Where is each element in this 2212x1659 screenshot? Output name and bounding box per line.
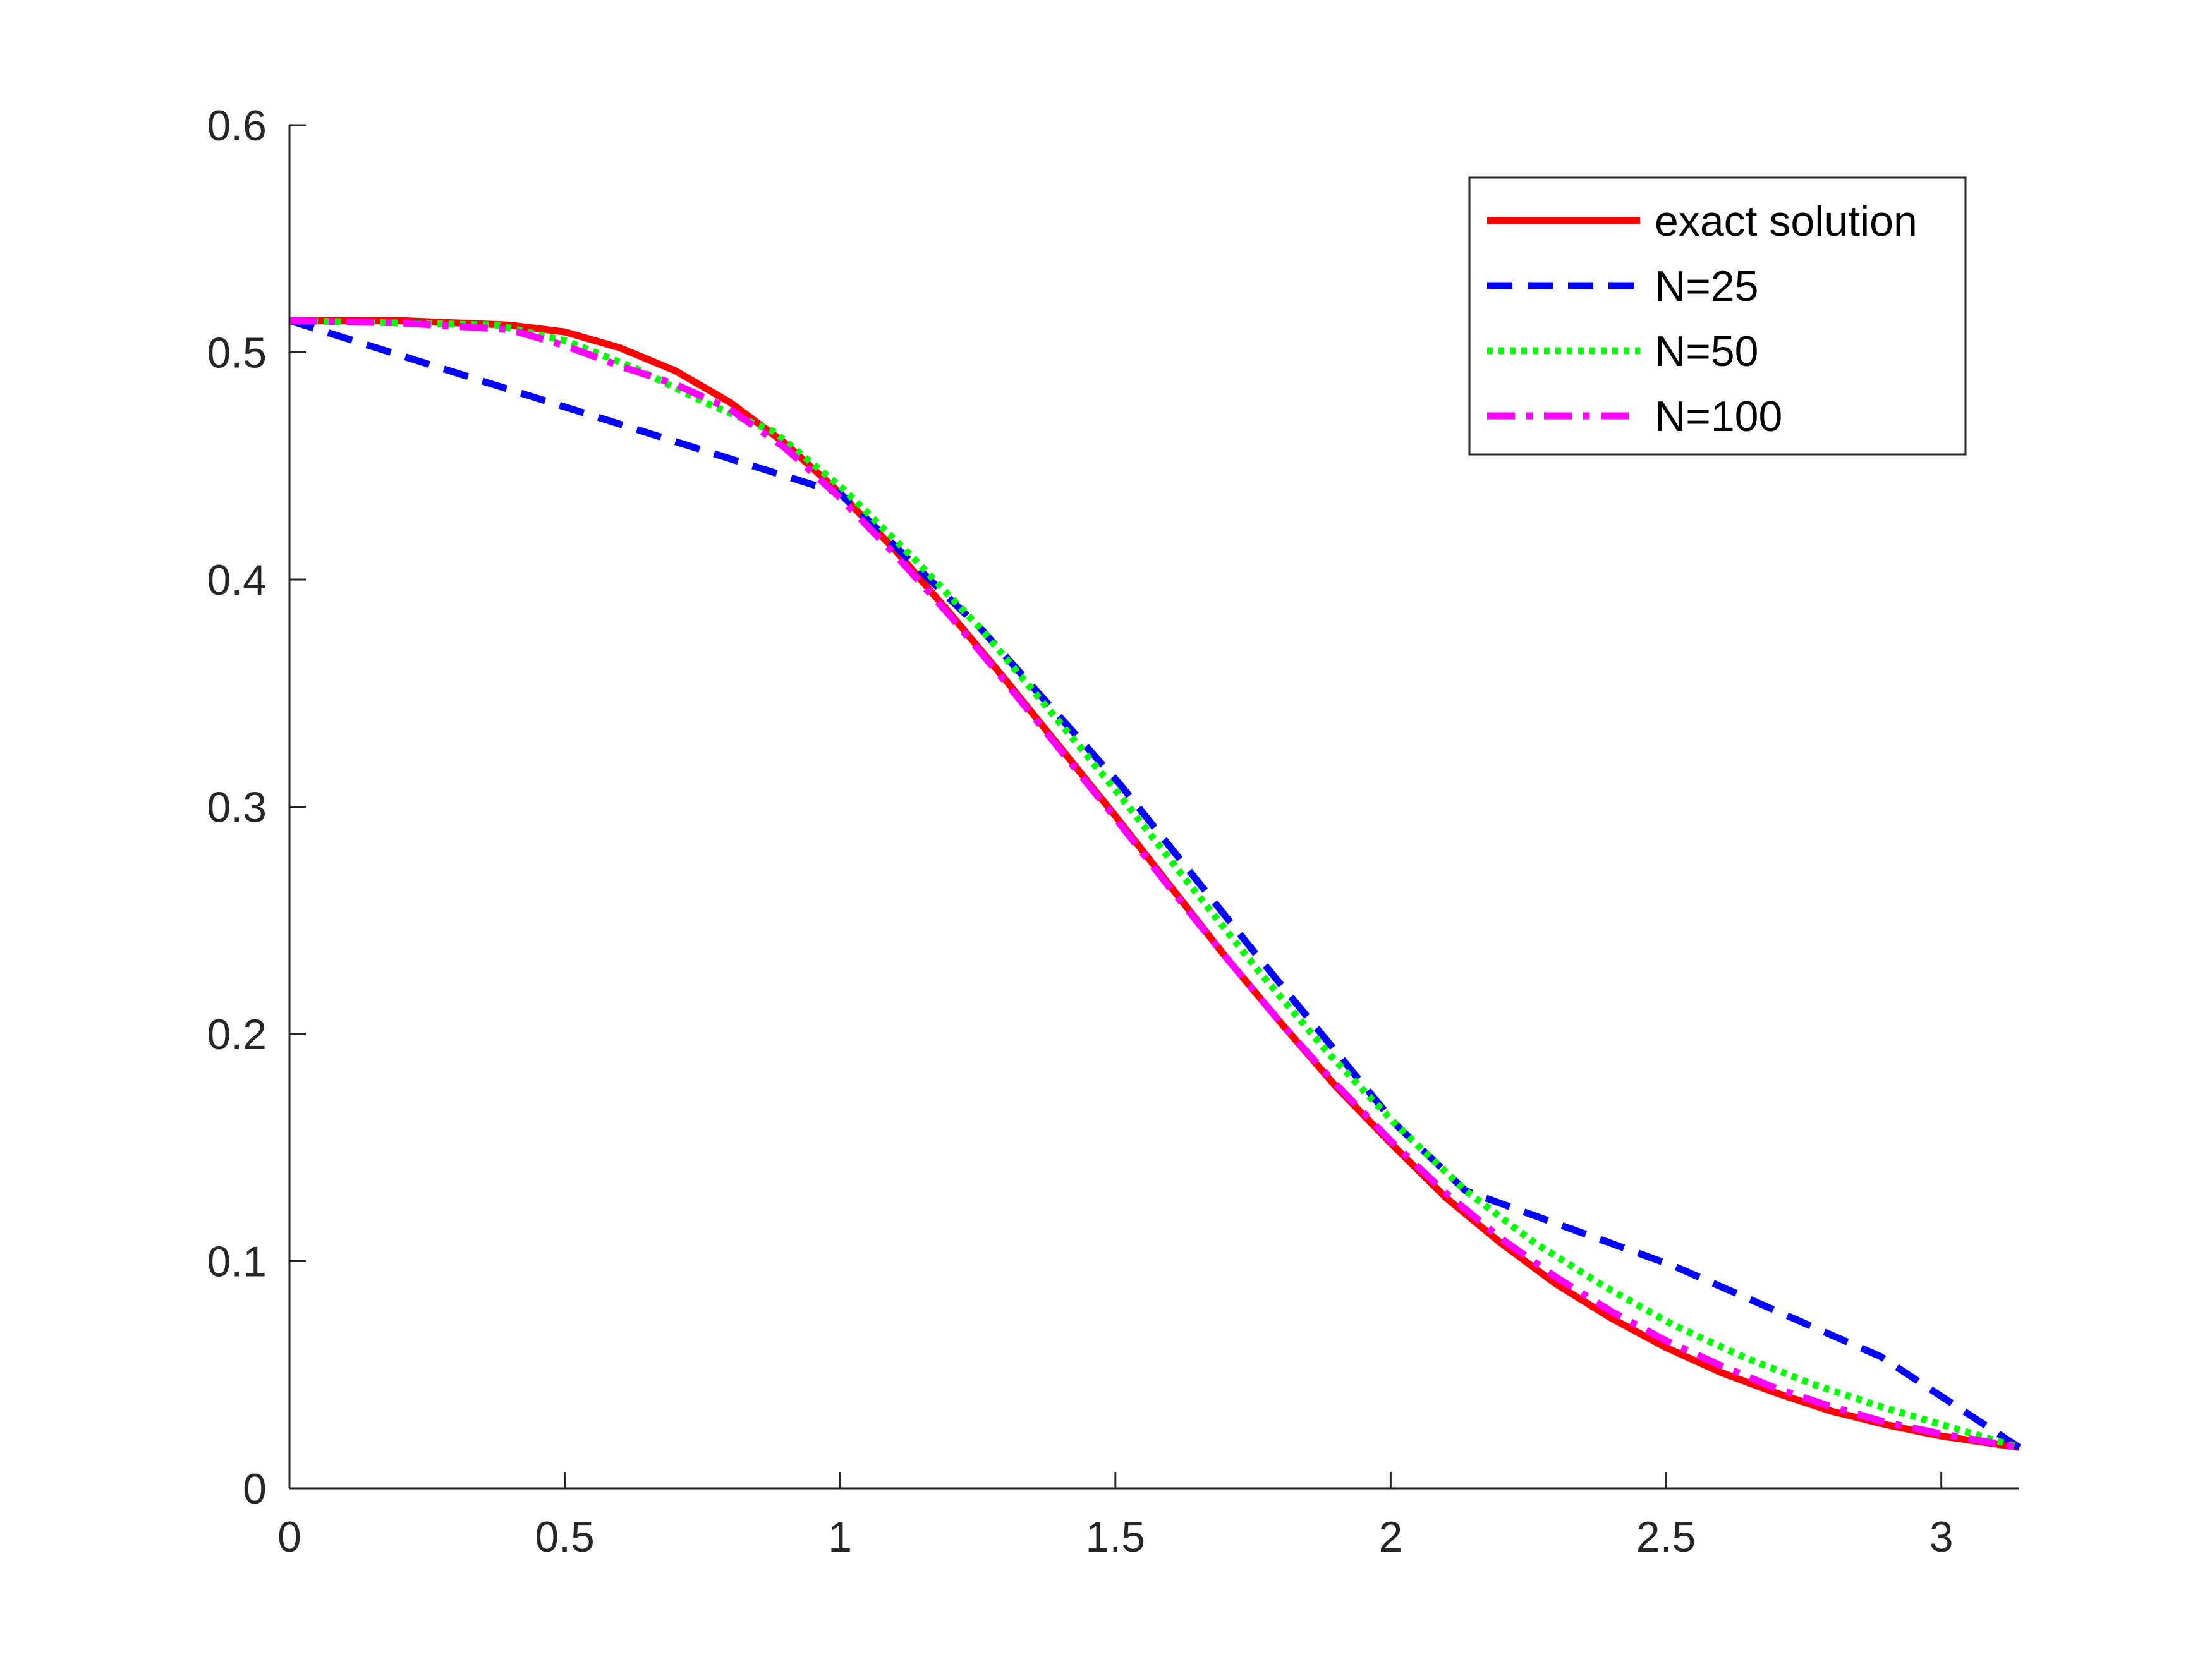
x-tick-label: 1.5 <box>1086 1513 1146 1561</box>
y-tick-label: 0.1 <box>207 1238 267 1286</box>
y-tick-label: 0.6 <box>207 102 267 150</box>
x-tick-label: 0.5 <box>535 1513 595 1561</box>
legend-label: N=100 <box>1655 392 1782 441</box>
x-tick-label: 0 <box>277 1513 301 1561</box>
plot-area: 0 0.5 1 1.5 2 2.5 3 0 0.1 0.2 0.3 0.4 0.5 0.6 <box>207 102 2022 1561</box>
ticks-layer: 0 0.5 1 1.5 2 2.5 3 0 0.1 0.2 0.3 0.4 0.5 0.6 <box>207 102 1953 1561</box>
series-layer <box>288 317 2022 1451</box>
y-tick-label: 0.4 <box>207 556 267 604</box>
y-tick-label: 0.5 <box>207 329 267 377</box>
legend-label: N=50 <box>1655 327 1758 375</box>
x-tick-label: 2.5 <box>1636 1513 1696 1561</box>
series-line-n-25 <box>288 317 2022 1450</box>
series-line-n-50 <box>289 317 2021 1451</box>
y-tick-label: 0 <box>243 1465 267 1513</box>
y-tick-label: 0.3 <box>207 784 267 832</box>
y-tick-label: 0.2 <box>207 1011 267 1059</box>
x-tick-label: 3 <box>1929 1513 1954 1561</box>
series-line-n-100 <box>289 317 2020 1451</box>
x-tick-label: 1 <box>828 1513 852 1561</box>
x-tick-label: 2 <box>1379 1513 1403 1561</box>
legend: exact solution N=25 N=50 N=100 <box>1468 176 1967 456</box>
legend-label: exact solution <box>1655 197 1917 245</box>
legend-label: N=25 <box>1655 262 1758 310</box>
